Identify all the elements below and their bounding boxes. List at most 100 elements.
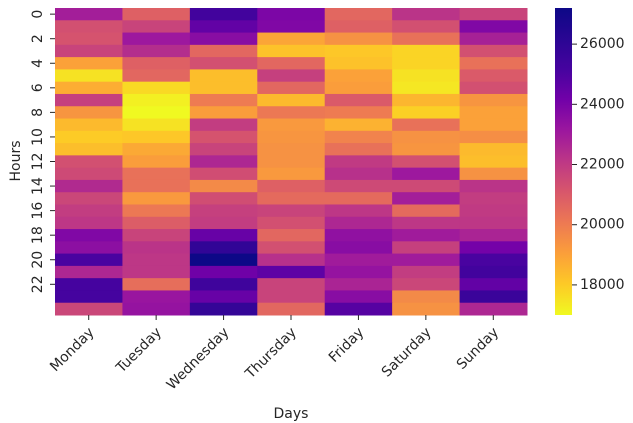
heatmap-cell xyxy=(55,8,123,21)
heatmap-cell xyxy=(189,302,258,316)
heatmap-cell xyxy=(257,81,326,95)
heatmap-cell xyxy=(55,192,123,205)
heatmap-cell xyxy=(55,81,123,95)
heatmap-cell xyxy=(392,155,461,169)
heatmap-cell xyxy=(392,81,461,95)
heatmap-cell xyxy=(324,118,393,132)
heatmap-cell xyxy=(257,118,326,132)
x-tick-label: Friday xyxy=(326,325,367,366)
heatmap-cell xyxy=(459,44,528,58)
heatmap-cell xyxy=(392,93,461,107)
heatmap-cell xyxy=(392,167,461,181)
heatmap-cell xyxy=(324,57,393,70)
heatmap-cell xyxy=(324,179,393,193)
heatmap-cell xyxy=(257,106,326,120)
heatmap-cell xyxy=(257,278,326,291)
heatmap-cell xyxy=(392,118,461,132)
y-tick-label: 6 xyxy=(30,83,46,92)
heatmap-cell xyxy=(122,265,191,279)
heatmap-cell xyxy=(257,216,326,230)
heatmap-cell xyxy=(459,130,528,144)
heatmap-cell xyxy=(324,32,393,46)
heatmap-cell xyxy=(324,265,393,279)
y-tick-label: 22 xyxy=(30,275,46,293)
heatmap-cell xyxy=(392,229,461,242)
colorbar xyxy=(555,8,572,315)
heatmap-cell xyxy=(122,8,191,21)
heatmap-cell xyxy=(122,106,191,120)
y-tick-label: 18 xyxy=(30,226,46,244)
heatmap-cell xyxy=(55,130,123,144)
colorbar-ticks: 18000 20000 22000 24000 26000 xyxy=(572,36,625,293)
heatmap-cell xyxy=(459,57,528,70)
heatmap-cell xyxy=(189,143,258,156)
heatmap-cell xyxy=(189,265,258,279)
heatmap-cell xyxy=(122,20,191,34)
heatmap-cell xyxy=(122,81,191,95)
y-axis-label: Hours xyxy=(8,140,24,181)
heatmap-cell xyxy=(392,192,461,205)
x-tick-label: Wednesday xyxy=(164,325,233,394)
heatmap-cell xyxy=(257,241,326,255)
heatmap-cell xyxy=(459,143,528,156)
heatmap-cell xyxy=(257,8,326,21)
heatmap-cell xyxy=(324,229,393,242)
heatmap-cell xyxy=(55,253,123,267)
heatmap-cell xyxy=(122,93,191,107)
heatmap-cell xyxy=(324,20,393,34)
heatmap-cell xyxy=(122,32,191,46)
heatmap-cell xyxy=(324,241,393,255)
heatmap-cell xyxy=(189,81,258,95)
heatmap-cell xyxy=(392,278,461,291)
heatmap-cell xyxy=(122,216,191,230)
heatmap-cell xyxy=(189,216,258,230)
heatmap-cell xyxy=(189,253,258,267)
heatmap-cell xyxy=(459,229,528,242)
heatmap-cell xyxy=(55,155,123,169)
heatmap-cell xyxy=(459,278,528,291)
heatmap-cell xyxy=(257,167,326,181)
heatmap-cell xyxy=(459,179,528,193)
heatmap-cell xyxy=(324,93,393,107)
heatmap-cell xyxy=(324,278,393,291)
heatmap-cell xyxy=(122,204,191,218)
heatmap-cell xyxy=(122,179,191,193)
heatmap-cell xyxy=(257,155,326,169)
x-tick-label: Thursday xyxy=(242,325,300,383)
heatmap-cell xyxy=(189,20,258,34)
heatmap-cell xyxy=(459,69,528,83)
heatmap-cell xyxy=(459,216,528,230)
heatmap-cell xyxy=(189,155,258,169)
heatmap-cells xyxy=(55,8,528,316)
heatmap-cell xyxy=(257,265,326,279)
y-tick-label: 4 xyxy=(30,59,46,68)
heatmap-cell xyxy=(189,167,258,181)
heatmap-cell xyxy=(459,20,528,34)
heatmap-cell xyxy=(392,265,461,279)
heatmap-cell xyxy=(257,69,326,83)
heatmap-cell xyxy=(324,69,393,83)
heatmap-cell xyxy=(122,302,191,316)
heatmap-cell xyxy=(392,143,461,156)
heatmap-cell xyxy=(122,118,191,132)
heatmap-cell xyxy=(55,93,123,107)
heatmap-cell xyxy=(55,216,123,230)
heatmap-cell xyxy=(122,155,191,169)
heatmap-cell xyxy=(122,44,191,58)
heatmap-cell xyxy=(324,253,393,267)
y-tick-label: 16 xyxy=(30,202,46,220)
heatmap-cell xyxy=(459,106,528,120)
heatmap-cell xyxy=(257,143,326,156)
heatmap-cell xyxy=(189,179,258,193)
heatmap-cell xyxy=(257,32,326,46)
heatmap-cell xyxy=(324,143,393,156)
heatmap-cell xyxy=(55,204,123,218)
heatmap-cell xyxy=(392,8,461,21)
heatmap-cell xyxy=(189,241,258,255)
heatmap-cell xyxy=(122,278,191,291)
colorbar-tick-label: 22000 xyxy=(580,157,625,173)
heatmap-cell xyxy=(189,32,258,46)
heatmap-cell xyxy=(189,57,258,70)
heatmap-cell xyxy=(324,155,393,169)
